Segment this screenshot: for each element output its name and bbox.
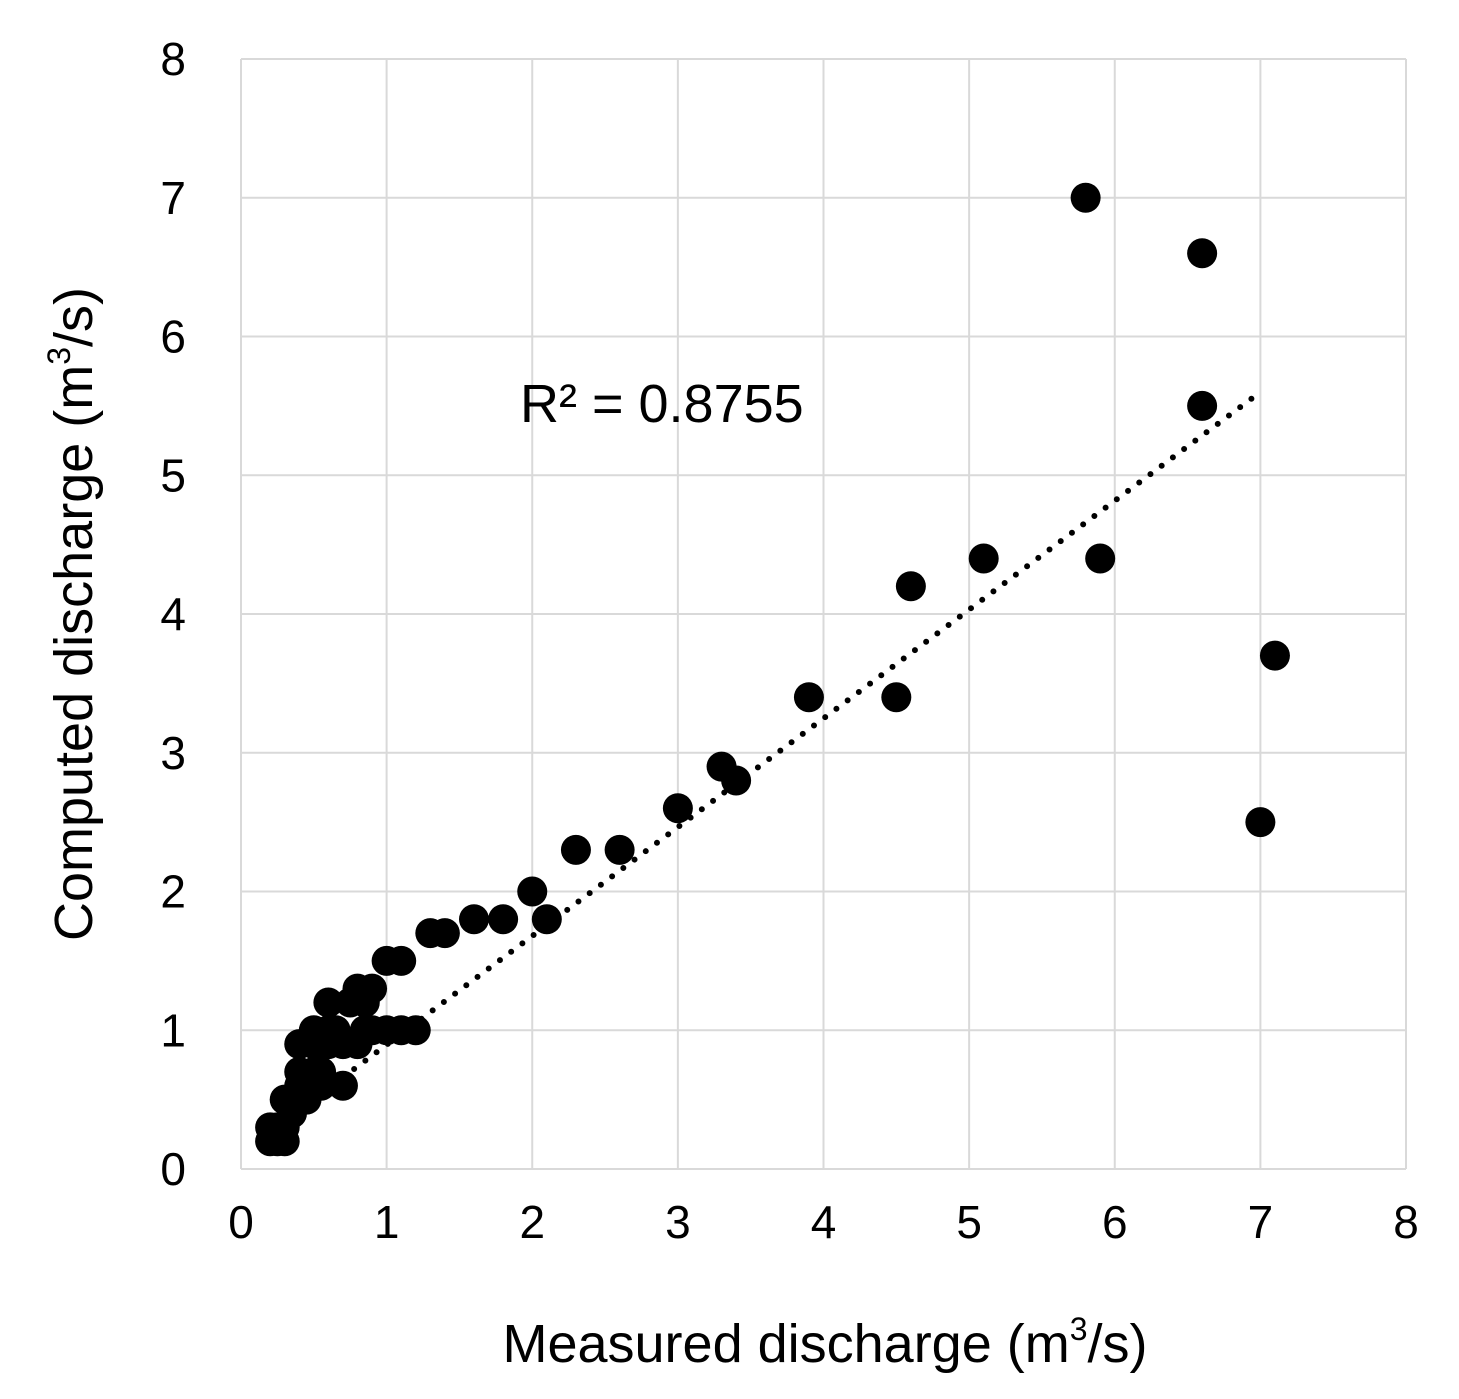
data-point [306, 1056, 337, 1087]
data-point [560, 834, 591, 865]
y-tick-label: 5 [160, 449, 186, 501]
y-axis-title-main: Computed discharge (m [44, 365, 104, 941]
data-point [662, 793, 693, 824]
x-tick-label: 3 [665, 1196, 691, 1248]
trendline [339, 389, 1264, 1081]
x-tick-label: 6 [1102, 1196, 1128, 1248]
y-axis-title-tail: /s) [44, 287, 104, 347]
data-point [386, 945, 417, 976]
data-point [1259, 640, 1290, 671]
x-tick-label: 0 [228, 1196, 254, 1248]
x-tick-label: 2 [519, 1196, 545, 1248]
x-tick-label: 1 [374, 1196, 400, 1248]
data-point [429, 918, 460, 949]
data-point [721, 765, 752, 796]
y-axis-title-sup: 3 [41, 347, 77, 365]
y-tick-labels: 0 1 2 3 4 5 6 7 8 [160, 33, 186, 1195]
data-point [517, 876, 548, 907]
y-tick-label: 2 [160, 866, 186, 918]
data-point [1187, 390, 1218, 421]
data-point [793, 682, 824, 713]
x-tick-label: 5 [956, 1196, 982, 1248]
data-point [400, 1015, 431, 1046]
y-axis-title: Computed discharge (m3/s) [41, 287, 104, 941]
data-point [357, 973, 388, 1004]
data-point [313, 987, 344, 1018]
y-tick-label: 1 [160, 1004, 186, 1056]
data-point [1187, 238, 1218, 269]
data-point [1070, 182, 1101, 213]
r-squared-annotation: R² = 0.8755 [520, 374, 804, 434]
data-point [1085, 543, 1116, 574]
data-point [968, 543, 999, 574]
y-tick-label: 0 [160, 1143, 186, 1195]
x-axis-title-sup: 3 [1070, 1311, 1088, 1347]
x-axis-title: Measured discharge (m3/s) [502, 1311, 1147, 1374]
y-tick-label: 6 [160, 311, 186, 363]
x-axis-title-tail: /s) [1088, 1314, 1148, 1374]
y-tick-label: 7 [160, 172, 186, 224]
x-tick-label: 7 [1248, 1196, 1274, 1248]
data-point [1245, 807, 1276, 838]
data-point [881, 682, 912, 713]
data-point [895, 571, 926, 602]
x-tick-label: 4 [811, 1196, 837, 1248]
data-point [531, 904, 562, 935]
x-tick-labels: 0 1 2 3 4 5 6 7 8 [228, 1196, 1419, 1248]
x-axis-title-main: Measured discharge (m [502, 1314, 1069, 1374]
data-point [604, 834, 635, 865]
y-tick-label: 4 [160, 588, 186, 640]
data-point [327, 1070, 358, 1101]
grid [240, 58, 1407, 1170]
trendline-group [339, 389, 1264, 1081]
y-tick-label: 3 [160, 727, 186, 779]
data-point [459, 904, 489, 935]
data-point [488, 904, 519, 935]
x-tick-label: 8 [1393, 1196, 1419, 1248]
data-points [255, 182, 1290, 1157]
y-tick-label: 8 [160, 33, 186, 85]
